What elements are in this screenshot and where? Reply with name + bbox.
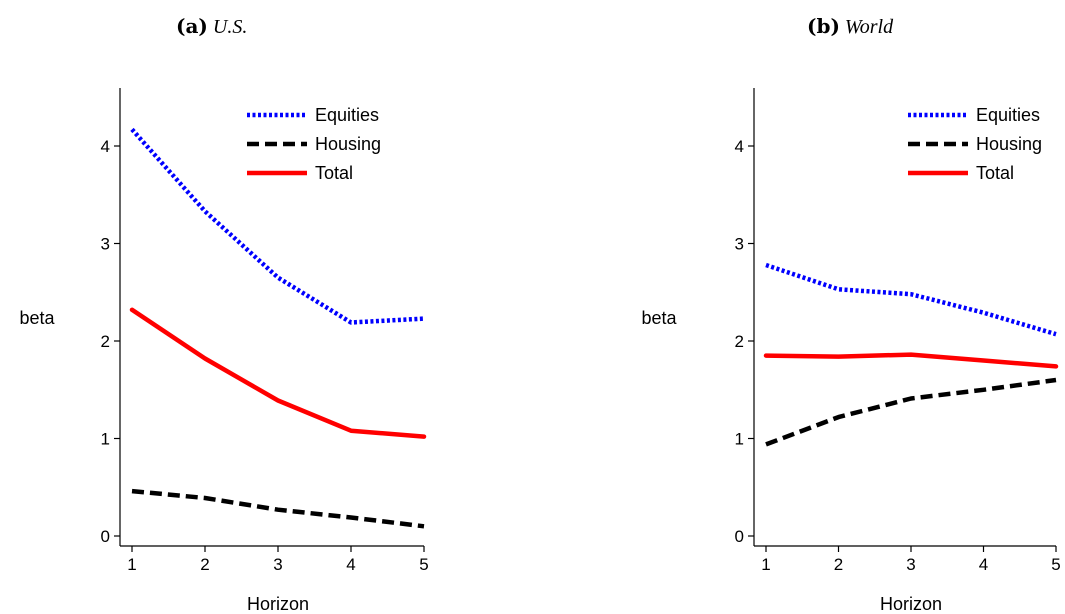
legend-label: Equities [976,105,1040,125]
y-tick-label: 1 [735,430,744,449]
y-axis-label: beta [641,308,677,328]
legend: Equities Housing Total [908,105,1042,183]
x-tick-label: 3 [273,555,282,574]
y-axis-label: beta [19,308,55,328]
x-tick-label: 1 [761,555,770,574]
panel-b-name: World [844,16,894,38]
y-tick-label: 2 [101,332,110,351]
panel-a-name: U.S. [212,16,248,38]
x-tick-label: 2 [834,555,843,574]
series-line-equities [130,127,425,325]
legend-label: Housing [976,134,1042,154]
panel-b-tag: (b) [807,14,840,38]
panel-a-tag: (a) [176,14,208,38]
legend-label: Housing [315,134,381,154]
legend-label: Total [976,163,1014,183]
y-tick-label: 3 [735,235,744,254]
legend-label: Total [315,163,353,183]
series-line-total [129,307,427,439]
series-line-housing [131,488,425,529]
y-tick-label: 0 [101,527,110,546]
panel-b-title: (b) World [807,14,893,39]
panel-a-title: (a) U.S. [176,14,247,39]
series-line-housing [765,377,1057,447]
y-tick-label: 4 [735,137,744,156]
x-axis-label: Horizon [247,594,309,614]
y-tick-label: 2 [735,332,744,351]
x-tick-label: 4 [979,555,988,574]
y-tick-label: 0 [735,527,744,546]
legend-label: Equities [315,105,379,125]
y-tick-label: 3 [101,235,110,254]
x-tick-label: 1 [127,555,136,574]
series-line-equities [765,262,1057,337]
y-tick-label: 1 [101,430,110,449]
x-tick-label: 2 [200,555,209,574]
x-tick-label: 5 [419,555,428,574]
legend: Equities Housing Total [247,105,381,183]
series-line-total [763,352,1059,369]
x-tick-label: 5 [1051,555,1060,574]
x-axis-label: Horizon [880,594,942,614]
x-tick-label: 4 [346,555,355,574]
x-tick-label: 3 [906,555,915,574]
y-tick-label: 4 [101,137,110,156]
